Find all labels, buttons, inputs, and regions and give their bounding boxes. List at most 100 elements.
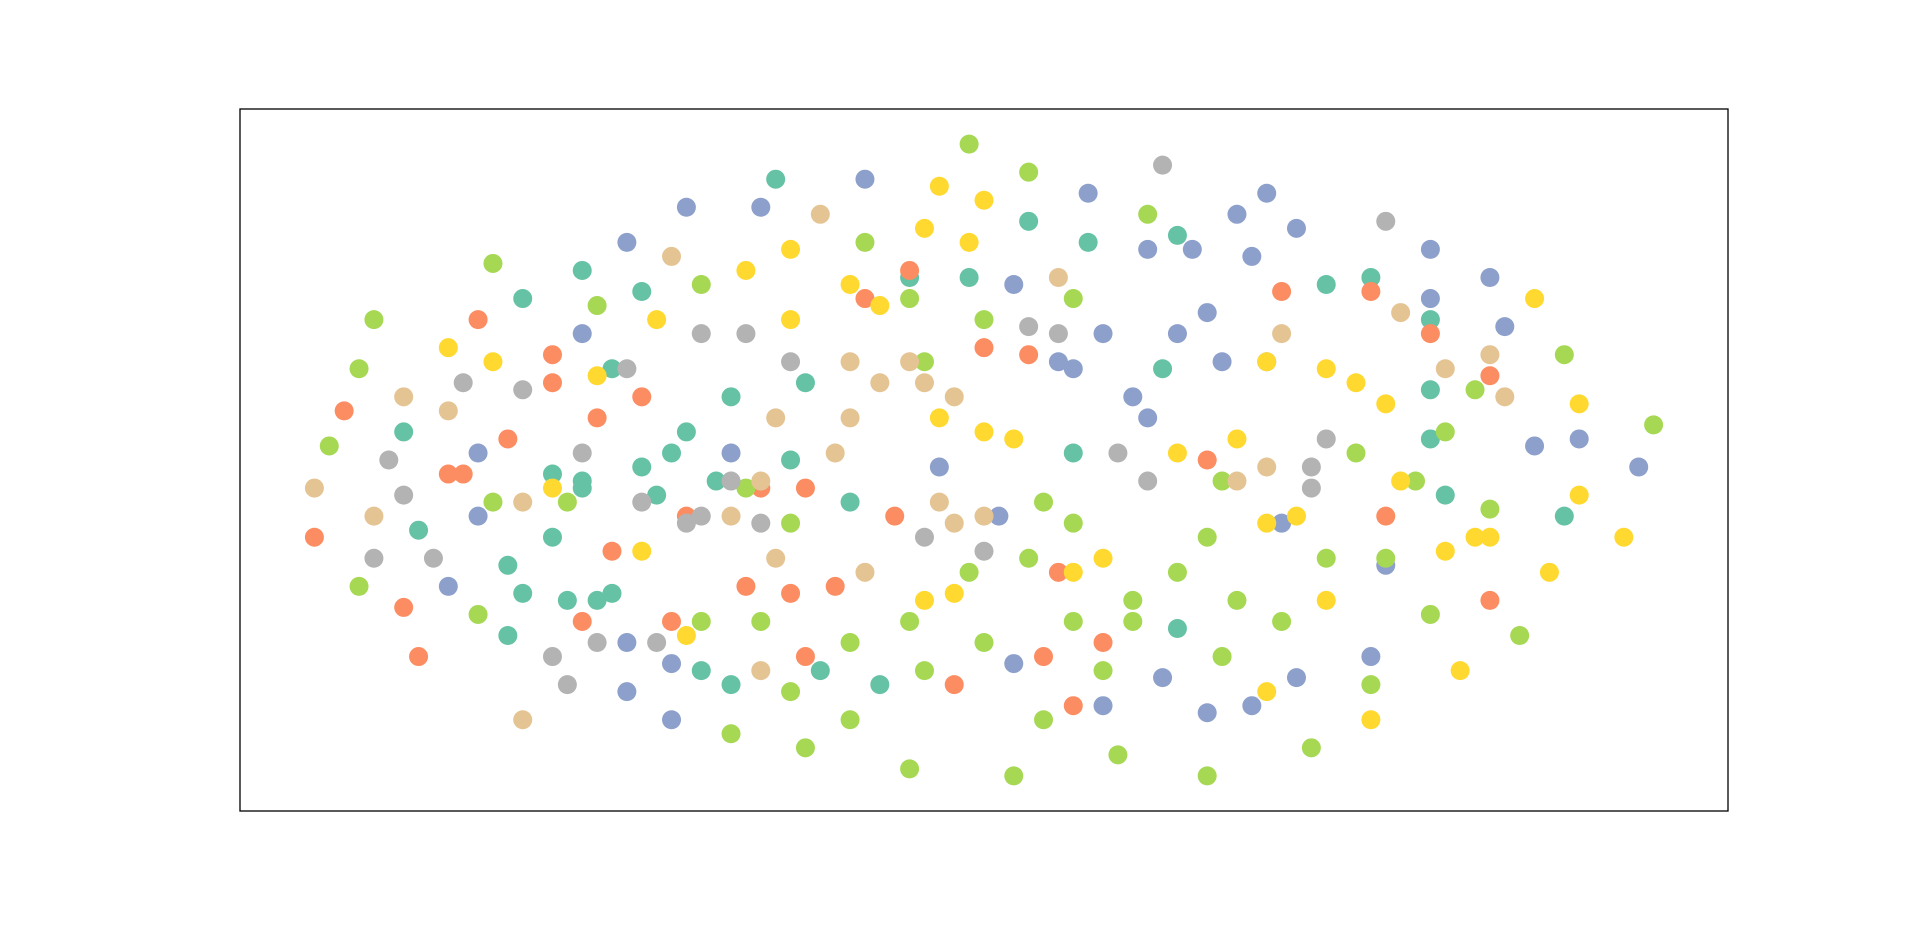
scatter-point: [1197, 450, 1217, 470]
scatter-point: [349, 359, 369, 379]
scatter-point: [1525, 436, 1545, 456]
scatter-point: [691, 275, 711, 294]
scatter-point: [409, 520, 429, 540]
scatter-point: [1257, 183, 1277, 203]
scatter-point: [602, 541, 622, 561]
scatter-point: [1272, 513, 1292, 533]
scatter-point: [900, 352, 920, 372]
scatter-point: [1316, 548, 1336, 568]
scatter-point: [483, 492, 503, 512]
scatter-point: [989, 506, 1009, 526]
scatter-point: [334, 401, 354, 421]
scatter-point: [751, 661, 771, 681]
scatter-point: [1019, 211, 1039, 231]
scatter-point: [870, 675, 890, 695]
scatter-point: [676, 626, 696, 645]
scatter-point: [1569, 429, 1589, 449]
scatter-point: [721, 387, 741, 407]
scatter-point: [1554, 345, 1574, 365]
scatter-point: [1257, 457, 1277, 477]
scatter-point: [647, 633, 667, 653]
scatter-point: [929, 408, 949, 428]
scatter-point: [364, 310, 384, 330]
scatter-point: [1138, 239, 1158, 259]
scatter-point: [1614, 527, 1634, 547]
scatter-point: [1004, 429, 1024, 449]
scatter-point: [1406, 471, 1426, 491]
scatter-point: [1123, 590, 1143, 610]
scatter-point: [1391, 303, 1411, 323]
scatter-point: [959, 267, 979, 287]
scatter-point: [1093, 696, 1113, 716]
scatter-point: [736, 576, 756, 596]
scatter-point: [751, 197, 771, 217]
scatter-point: [914, 218, 934, 238]
scatter-point: [855, 169, 875, 189]
scatter-point: [1346, 373, 1366, 393]
scatter-point: [1108, 745, 1128, 765]
scatter-point: [1093, 324, 1113, 344]
scatter-point: [483, 253, 503, 273]
scatter-point: [944, 387, 964, 407]
scatter-point: [721, 724, 741, 744]
scatter-point: [1420, 429, 1440, 449]
scatter-point: [1465, 527, 1485, 547]
scatter-point: [944, 513, 964, 533]
scatter-point: [721, 471, 741, 491]
scatter-point: [1004, 275, 1024, 294]
scatter-point: [855, 232, 875, 252]
scatter-point: [914, 373, 934, 393]
scatter-point: [795, 478, 815, 498]
scatter-point: [1197, 703, 1217, 723]
scatter-point: [542, 478, 562, 498]
scatter-point: [1376, 211, 1396, 231]
scatter-point: [1019, 345, 1039, 365]
scatter-point: [1286, 668, 1306, 688]
scatter-point: [1316, 275, 1336, 294]
scatter-point: [498, 429, 518, 449]
scatter-point: [810, 661, 830, 681]
scatter-point: [394, 387, 414, 407]
scatter-point: [662, 654, 682, 674]
scatter-point: [1257, 513, 1277, 533]
scatter-point: [1480, 590, 1500, 610]
scatter-point: [914, 590, 934, 610]
scatter-point: [1063, 443, 1083, 463]
scatter-point: [1048, 562, 1068, 582]
scatter-point: [587, 366, 607, 386]
scatter-point: [929, 492, 949, 512]
scatter-point: [721, 675, 741, 695]
scatter-point: [974, 422, 994, 442]
scatter-point: [795, 647, 815, 667]
scatter-point: [1034, 492, 1054, 512]
scatter-point: [1435, 422, 1455, 442]
scatter-point: [870, 373, 890, 393]
scatter-point: [557, 675, 577, 695]
scatter-point: [1391, 471, 1411, 491]
scatter-point: [1153, 155, 1173, 175]
scatter-point: [885, 506, 905, 526]
scatter-point: [647, 310, 667, 330]
scatter-point: [1242, 696, 1262, 716]
scatter-point: [1435, 485, 1455, 505]
scatter-point: [1167, 443, 1187, 463]
scatter-point: [781, 583, 801, 603]
scatter-point: [1197, 527, 1217, 547]
scatter-point: [900, 759, 920, 779]
scatter-point: [1093, 661, 1113, 681]
scatter-point: [1420, 310, 1440, 330]
scatter-point: [1138, 471, 1158, 491]
scatter-point: [394, 597, 414, 617]
scatter-point: [1361, 267, 1381, 287]
scatter-point: [453, 373, 473, 393]
scatter-point: [751, 471, 771, 491]
scatter-point: [914, 527, 934, 547]
scatter-point: [438, 401, 458, 421]
scatter-point: [542, 464, 562, 484]
scatter-point: [974, 338, 994, 358]
scatter-point: [1376, 394, 1396, 414]
scatter-point: [1078, 183, 1098, 203]
scatter-point: [1480, 527, 1500, 547]
scatter-point: [840, 352, 860, 372]
scatter-point: [1063, 513, 1083, 533]
